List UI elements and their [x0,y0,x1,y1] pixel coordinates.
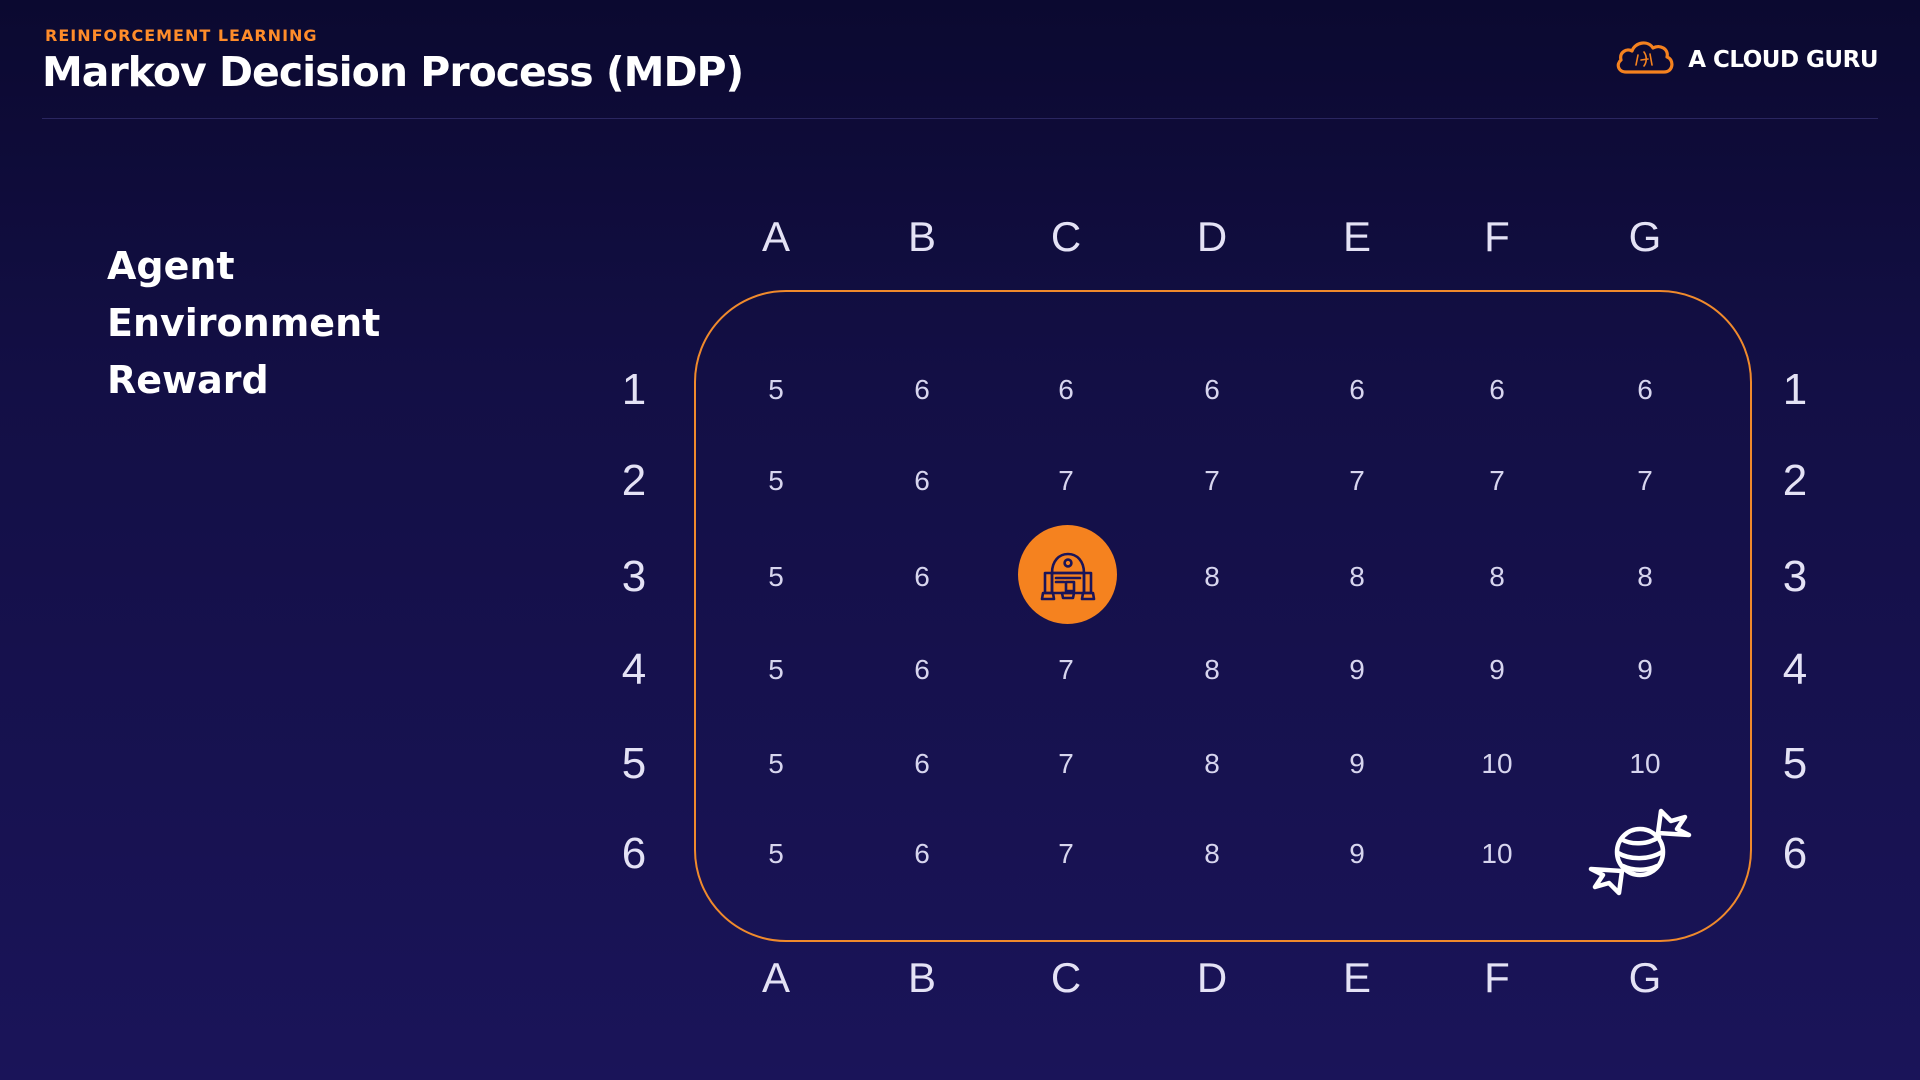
row-label-left: 1 [621,365,647,414]
row-label-left: 3 [621,552,647,601]
row-label-left: 6 [621,829,647,878]
grid-cell-value: 7 [1489,465,1505,496]
grid-cell-value: 7 [1058,465,1074,496]
column-label-bottom: C [1050,954,1082,1001]
column-label-top: E [1342,213,1372,260]
column-label-bottom: E [1342,954,1372,1001]
robot-icon [1040,552,1095,600]
grid-cell-value: 8 [1204,654,1220,685]
grid-cell-value: 9 [1349,838,1365,869]
column-label-bottom: A [761,954,791,1001]
column-label-bottom: G [1628,954,1662,1001]
grid-cell-value: 8 [1637,561,1653,592]
brand-name: A CLOUD GURU [1688,46,1878,73]
cloud-icon [1614,38,1676,81]
grid-cell-value: 6 [914,838,930,869]
column-label-top: G [1628,213,1662,260]
row-label-left: 2 [621,456,647,505]
grid-cell-value: 5 [768,654,784,685]
row-label-right: 4 [1782,645,1808,694]
grid-cell-value: 6 [914,561,930,592]
row-label-right: 1 [1782,365,1808,414]
reward-token [1585,797,1695,912]
grid-cell-value: 10 [1481,748,1513,779]
grid-cell-value: 6 [1349,374,1365,405]
grid-cell-value: 7 [1058,654,1074,685]
grid-cell-value: 5 [768,374,784,405]
grid-cell-value: 8 [1204,748,1220,779]
row-label-right: 2 [1782,456,1808,505]
row-label-left: 5 [621,739,647,788]
section-eyebrow: REINFORCEMENT LEARNING [45,26,318,45]
grid-cell-value: 8 [1489,561,1505,592]
grid-cell-value: 5 [768,748,784,779]
row-label-left: 4 [621,645,647,694]
grid-cell-value: 7 [1204,465,1220,496]
grid-cell-value: 6 [914,374,930,405]
grid-cell-value: 5 [768,561,784,592]
concept-reward: Reward [107,358,269,402]
grid-cell-value: 8 [1204,838,1220,869]
column-label-bottom: F [1484,954,1510,1001]
brand-logo: A CLOUD GURU [1614,38,1878,81]
grid-cell-value: 6 [914,748,930,779]
grid-cell-value: 9 [1637,654,1653,685]
grid-cell-value: 7 [1637,465,1653,496]
grid-cell-value: 6 [914,654,930,685]
grid-cell-value: 7 [1058,838,1074,869]
grid-cell-value: 6 [914,465,930,496]
row-label-right: 6 [1782,829,1808,878]
header-divider [42,118,1878,119]
concept-environment: Environment [107,301,381,345]
row-label-right: 3 [1782,552,1808,601]
grid-cell-value: 6 [1489,374,1505,405]
slide-title: Markov Decision Process (MDP) [42,48,744,96]
column-label-top: F [1484,213,1510,260]
grid-cell-value: 6 [1204,374,1220,405]
grid-cell-value: 8 [1349,561,1365,592]
grid-cell-value: 9 [1349,748,1365,779]
column-label-top: A [761,213,791,260]
agent-token [1018,525,1117,624]
grid-cell-value: 10 [1481,838,1513,869]
column-label-top: C [1050,213,1082,260]
grid-cell-value: 6 [1637,374,1653,405]
column-label-top: D [1196,213,1228,260]
grid-cell-value: 9 [1349,654,1365,685]
candy-icon [1588,808,1692,896]
grid-cell-value: 8 [1204,561,1220,592]
grid-cell-value: 9 [1489,654,1505,685]
concept-agent: Agent [107,244,235,288]
column-label-bottom: B [907,954,937,1001]
grid-cell-value: 7 [1349,465,1365,496]
row-label-right: 5 [1782,739,1808,788]
grid-cell-value: 6 [1058,374,1074,405]
grid-cell-value: 7 [1058,748,1074,779]
concept-list: Agent Environment Reward [107,238,380,409]
grid-cell-value: 10 [1629,748,1661,779]
column-label-top: B [907,213,937,260]
grid-cell-value: 5 [768,838,784,869]
column-label-bottom: D [1196,954,1228,1001]
environment-board [694,290,1752,942]
grid-cell-value: 5 [768,465,784,496]
